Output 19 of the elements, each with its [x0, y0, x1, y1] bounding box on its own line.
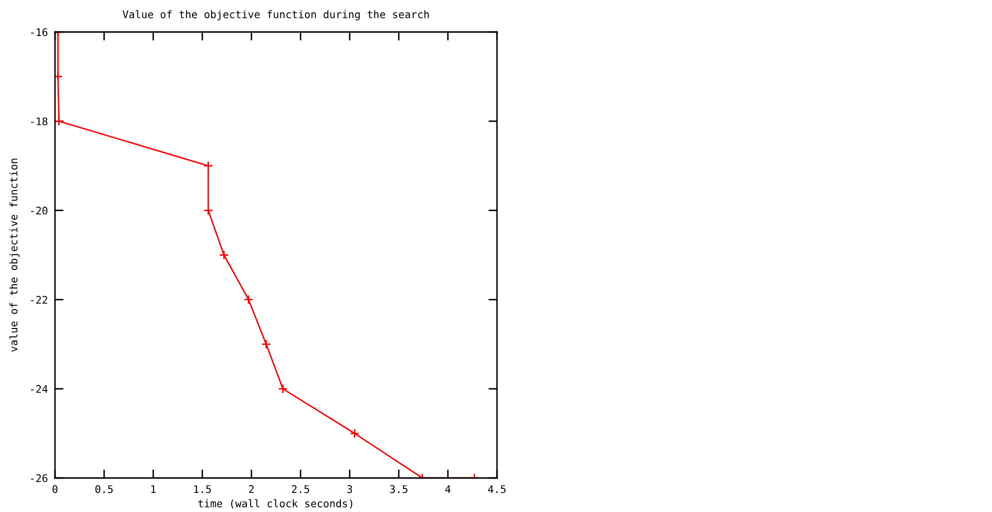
y-tick-label: -20	[31, 206, 48, 215]
x-tick-label: 4	[445, 485, 451, 493]
y-tick-label: -18	[31, 117, 48, 126]
x-axis-title: time (wall clock seconds)	[198, 499, 352, 509]
chart-title: Value of the objective function during the search	[122, 10, 429, 20]
x-tick-label: 2.5	[292, 485, 310, 494]
x-tick-label: 1.5	[194, 485, 211, 494]
x-tick-label: 4.5	[488, 485, 506, 494]
y-tick-label: -16	[31, 28, 48, 36]
x-tick-label: 1	[151, 485, 156, 493]
x-tick-label: 0.5	[95, 485, 113, 494]
x-tick-label: 0	[52, 485, 58, 494]
y-tick-label: -24	[31, 385, 48, 393]
x-tick-label: 3.5	[390, 485, 408, 494]
x-tick-label: 3	[347, 485, 352, 494]
x-tick-label: 2	[249, 485, 254, 493]
y-tick-label: -26	[31, 474, 48, 482]
y-tick-label: -22	[31, 296, 48, 304]
y-axis-title: value of the objective function	[9, 158, 20, 352]
